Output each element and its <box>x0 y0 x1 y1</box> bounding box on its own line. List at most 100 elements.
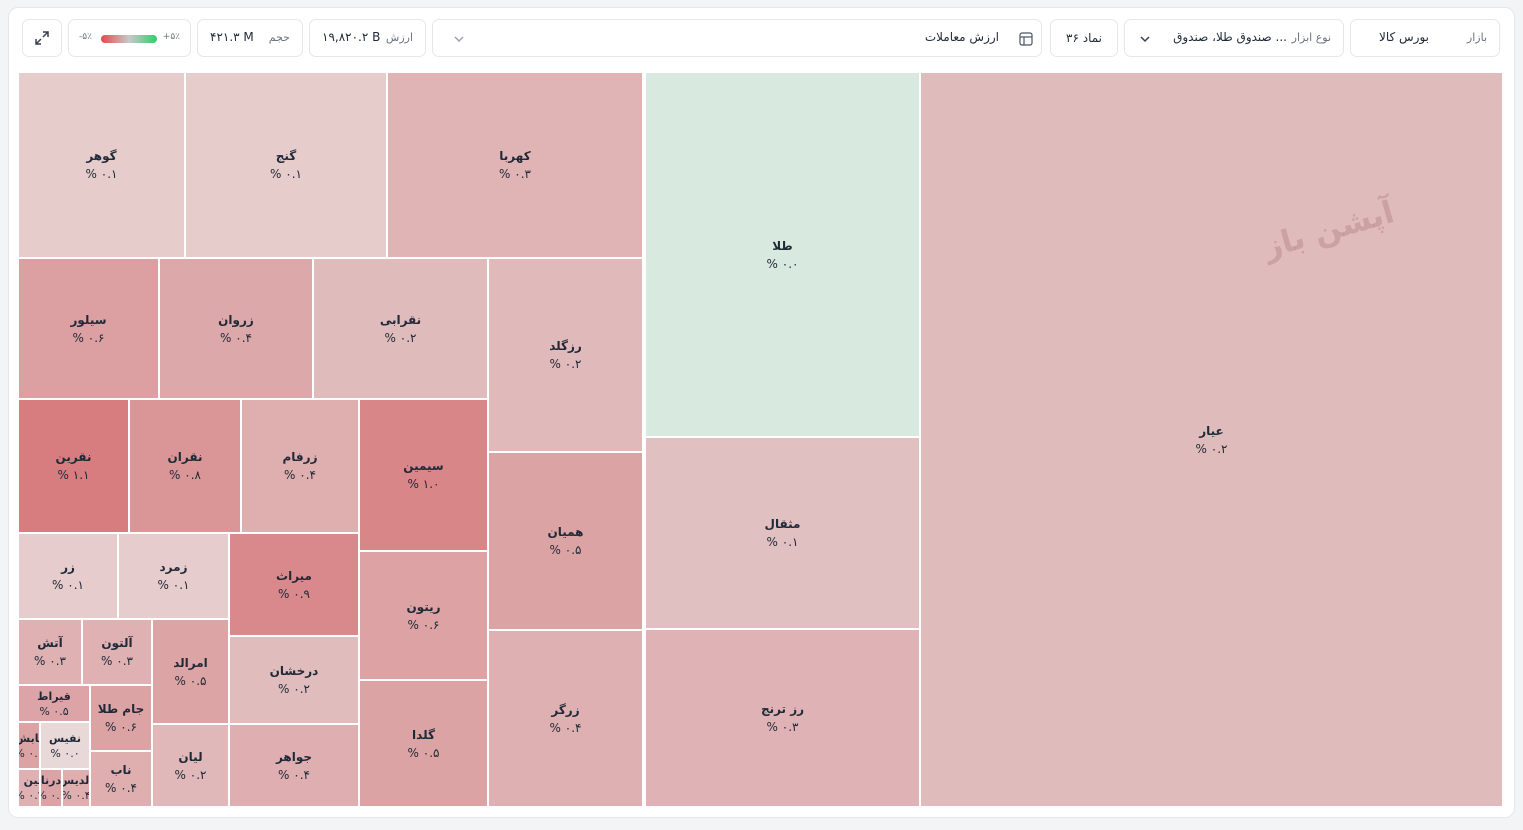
tile-symbol: عیار <box>1199 423 1224 438</box>
tile-change: % ۰.۳ <box>499 167 531 181</box>
treemap-tile[interactable]: درنا % ۰.۶ <box>40 769 62 807</box>
tile-symbol: زمرد <box>159 560 188 574</box>
tile-symbol: آتش <box>37 636 63 650</box>
treemap-tile[interactable]: میراث % ۰.۹ <box>229 533 359 636</box>
tile-change: % ۰.۴ <box>105 781 137 795</box>
treemap-tile[interactable]: سیلور % ۰.۶ <box>18 258 159 399</box>
tile-symbol: امرالد <box>173 655 208 670</box>
treemap-tile[interactable]: رز ترنج % ۰.۳ <box>645 629 920 807</box>
tile-change: % ۰.۱ <box>157 578 190 592</box>
tile-symbol: درنا <box>40 774 62 787</box>
tile-change: % ۰.۴ <box>62 789 90 802</box>
treemap-tile[interactable]: مثقال % ۰.۱ <box>645 437 920 629</box>
treemap-tile[interactable]: همیان % ۰.۵ <box>488 452 643 630</box>
tile-change: % ۰.۶ <box>72 330 105 345</box>
treemap-tile[interactable]: نقرابی % ۰.۲ <box>313 258 488 399</box>
symbol-count: ۳۶ نماد <box>1066 31 1102 45</box>
tile-symbol: آلتون <box>101 636 133 650</box>
tile-symbol: طلا <box>772 238 793 253</box>
treemap-tile[interactable]: الدیس % ۰.۴ <box>62 769 90 807</box>
tile-symbol: گنج <box>275 149 297 163</box>
treemap-tile[interactable]: سیمین % ۱.۰ <box>359 399 488 551</box>
treemap-tile[interactable]: کهربا % ۰.۳ <box>387 72 643 258</box>
tile-change: % ۰.۵ <box>549 543 582 557</box>
treemap-tile[interactable]: لیان % ۰.۲ <box>152 724 229 807</box>
treemap-tile[interactable]: زروان % ۰.۴ <box>159 258 313 399</box>
tile-change: % ۰.۵ <box>174 673 207 688</box>
volume-amount: ۴۲۱.۳ M <box>210 30 254 44</box>
treemap-tile[interactable]: ناب % ۰.۴ <box>90 751 152 807</box>
metric-value: ارزش معاملات <box>924 30 999 44</box>
volume-label: حجم <box>268 31 290 44</box>
metric-select[interactable]: ارزش معاملات <box>432 19 1042 57</box>
tile-change: % ۰.۲ <box>384 330 417 345</box>
value-label: ارزش <box>385 31 413 44</box>
tile-change: % ۰.۴ <box>284 468 316 482</box>
tile-symbol: زرفام <box>282 450 318 464</box>
tile-symbol: رزگلد <box>549 339 582 353</box>
tile-symbol: جواهر <box>275 749 313 764</box>
treemap-tile[interactable]: جواهر % ۰.۴ <box>229 724 359 807</box>
treemap-tile[interactable]: تابش% ۰.۶ <box>18 722 40 769</box>
tile-symbol: درخشان <box>269 664 319 678</box>
treemap-tile[interactable]: گنج % ۰.۱ <box>185 72 387 258</box>
tile-change: % ۰.۵ <box>407 745 440 760</box>
tile-change: % ۰.۱ <box>85 167 118 181</box>
tile-change: % ۰.۶ <box>105 720 137 734</box>
tile-symbol: جام طلا <box>97 702 145 716</box>
tile-symbol: الدیس <box>63 774 90 787</box>
treemap-tile[interactable]: زرگر % ۰.۴ <box>488 630 643 807</box>
treemap-tile[interactable]: درخشان % ۰.۲ <box>229 636 359 724</box>
value-stat: ارزش ۱۹,۸۲۰.۲ B <box>309 19 426 57</box>
treemap-tile[interactable]: رزگلد % ۰.۲ <box>488 258 643 452</box>
tile-symbol: لیان <box>178 749 203 764</box>
treemap-tile[interactable]: گلدا % ۰.۵ <box>359 680 488 807</box>
treemap-tile[interactable]: جام طلا % ۰.۶ <box>90 685 152 751</box>
treemap-tile[interactable]: قیراط% ۰.۵ <box>18 685 90 722</box>
tile-symbol: سیمین <box>403 459 444 473</box>
treemap-tile[interactable]: گوهر % ۰.۱ <box>18 72 185 258</box>
treemap-tile[interactable]: نقرین % ۱.۱ <box>18 399 129 533</box>
treemap-tile[interactable]: زرفام % ۰.۴ <box>241 399 359 533</box>
treemap-tile[interactable]: ثمین فا % ۰.۳ <box>18 769 40 807</box>
tile-symbol: گوهر <box>86 149 117 163</box>
tile-symbol: ریتون <box>406 599 441 614</box>
instrument-select[interactable]: نوع ابزار صندوق طلا، صندوق ... <box>1124 19 1344 57</box>
tile-change: % ۰.۸ <box>169 468 201 482</box>
instrument-value: صندوق طلا، صندوق ... <box>1173 30 1287 44</box>
layout-icon <box>1019 32 1033 46</box>
treemap-tile[interactable]: آلتون % ۰.۳ <box>82 619 152 685</box>
market-select[interactable]: بازار بورس کالا <box>1350 19 1500 57</box>
legend-max: +۵٪ <box>162 32 180 42</box>
tile-symbol: قیراط <box>37 689 71 703</box>
treemap-tile[interactable]: زر % ۰.۱ <box>18 533 118 619</box>
tile-symbol: ثمین فا <box>19 774 39 787</box>
tile-change: % ۰.۲ <box>549 357 582 371</box>
treemap-tile[interactable]: امرالد % ۰.۵ <box>152 619 229 724</box>
tile-change: % ۰.۹ <box>278 586 310 601</box>
tile-change: % ۰.۶ <box>19 746 39 760</box>
tile-symbol: گلدا <box>412 727 435 742</box>
tile-symbol: نقران <box>167 450 203 464</box>
treemap-tile[interactable]: نقران % ۰.۸ <box>129 399 241 533</box>
tile-symbol: کهربا <box>499 149 531 163</box>
tile-symbol: نقرابی <box>379 312 422 327</box>
tile-symbol: سیلور <box>70 312 107 327</box>
chevron-down-icon <box>1140 36 1150 43</box>
market-value: بورس کالا <box>1378 30 1429 44</box>
treemap-tile[interactable]: عیار % ۰.۲ <box>920 72 1503 807</box>
tile-symbol: زروان <box>218 312 254 327</box>
value-amount: ۱۹,۸۲۰.۲ B <box>322 30 381 44</box>
tile-symbol: زرگر <box>551 702 580 717</box>
treemap-tile[interactable]: آتش % ۰.۳ <box>18 619 82 685</box>
tile-change: % ۰.۳ <box>766 720 799 734</box>
tile-change: % ۰.۶ <box>407 617 440 632</box>
tile-symbol: مثقال <box>764 517 801 531</box>
tile-change: % ۰.۱ <box>766 535 799 549</box>
treemap-tile[interactable]: ریتون % ۰.۶ <box>359 551 488 680</box>
treemap-tile[interactable]: زمرد % ۰.۱ <box>118 533 229 619</box>
fullscreen-button[interactable] <box>22 19 62 57</box>
tile-symbol: نفیس <box>48 731 82 745</box>
treemap-tile[interactable]: نفیس% ۰.۰ <box>40 722 90 769</box>
treemap-tile[interactable]: طلا % ۰.۰ <box>645 72 920 437</box>
